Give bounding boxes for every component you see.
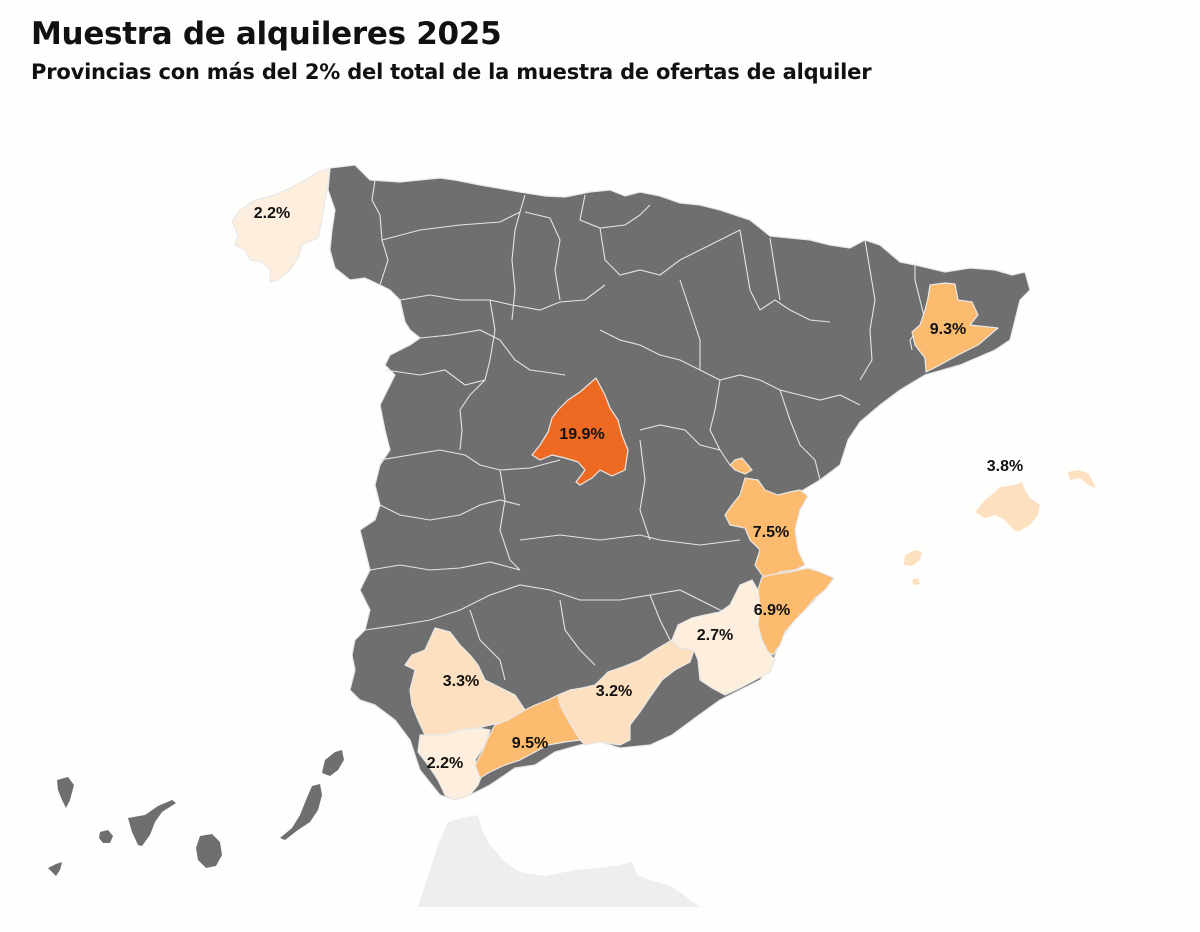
island-lanzarote bbox=[322, 750, 344, 776]
province-barcelona bbox=[911, 282, 999, 373]
label-sevilla: 3.3% bbox=[443, 673, 479, 690]
map-subtitle: Provincias con más del 2% del total de l… bbox=[31, 60, 872, 84]
label-madrid: 19.9% bbox=[559, 426, 604, 443]
label-malaga: 9.5% bbox=[512, 735, 548, 752]
map-title: Muestra de alquileres 2025 bbox=[31, 16, 502, 52]
label-baleares: 3.8% bbox=[987, 458, 1023, 475]
island-el-hierro bbox=[48, 862, 62, 876]
province-valencia bbox=[724, 477, 809, 579]
island-gran-canaria bbox=[196, 834, 222, 868]
island-mallorca bbox=[975, 482, 1040, 532]
label-murcia: 2.7% bbox=[697, 627, 733, 644]
island-fuerteventura bbox=[280, 784, 322, 840]
label-cadiz: 2.2% bbox=[427, 755, 463, 772]
province-cadiz bbox=[417, 727, 491, 801]
province-granada bbox=[557, 639, 695, 746]
label-a-coruna: 2.2% bbox=[254, 205, 290, 222]
island-menorca bbox=[1068, 470, 1096, 488]
label-barcelona: 9.3% bbox=[930, 321, 966, 338]
value-labels: 19.9% 9.3% 2.2% 3.8% 7.5% 6.9% 2.7% 3.2%… bbox=[254, 205, 1023, 772]
island-la-palma bbox=[57, 777, 74, 808]
africa-landmass bbox=[418, 815, 700, 907]
province-baleares bbox=[904, 470, 1096, 585]
label-valencia: 7.5% bbox=[753, 524, 789, 541]
island-ibiza bbox=[904, 550, 922, 566]
province-madrid bbox=[531, 377, 629, 486]
province-borders bbox=[364, 179, 926, 681]
label-alicante: 6.9% bbox=[754, 602, 790, 619]
header: Muestra de alquileres 2025 Provincias co… bbox=[31, 14, 872, 86]
island-tenerife bbox=[128, 800, 176, 846]
island-formentera bbox=[912, 578, 920, 585]
province-malaga bbox=[474, 694, 581, 779]
province-valencia-enclave bbox=[729, 457, 753, 475]
island-la-gomera bbox=[99, 830, 113, 843]
province-murcia bbox=[671, 579, 776, 696]
province-a-coruna bbox=[231, 167, 331, 283]
province-sevilla bbox=[404, 627, 526, 736]
label-granada: 3.2% bbox=[596, 683, 632, 700]
canary-islands bbox=[48, 750, 344, 876]
